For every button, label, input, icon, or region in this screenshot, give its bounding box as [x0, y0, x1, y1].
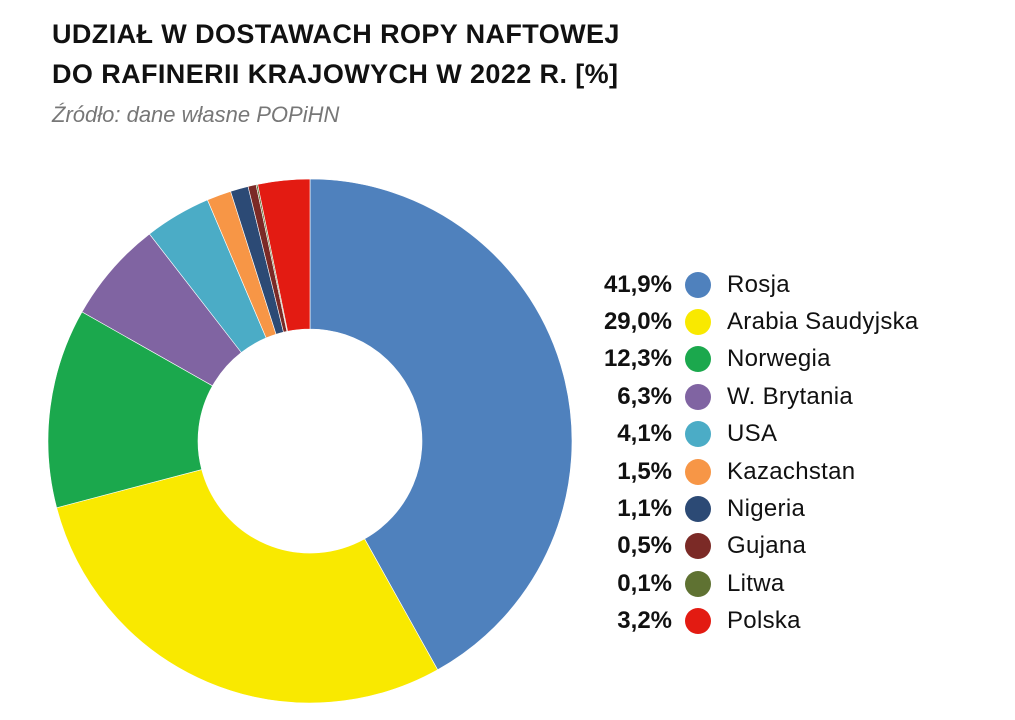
- legend-item: 0,5% Gujana: [560, 528, 919, 565]
- legend-item: 12,3% Norwegia: [560, 341, 919, 378]
- legend-swatch: [685, 271, 711, 298]
- legend-swatch: [685, 533, 711, 560]
- donut-slice-polska: [257, 178, 311, 332]
- legend-swatch: [685, 496, 711, 523]
- legend-label: Kazachstan: [727, 457, 856, 485]
- legend-label: Arabia Saudyjska: [727, 308, 919, 336]
- legend-item: 1,5% Kazachstan: [560, 453, 919, 490]
- legend-item: 1,1% Nigeria: [560, 490, 919, 527]
- legend-label: USA: [727, 420, 778, 448]
- legend-value: 29,0%: [603, 308, 672, 336]
- legend-label: Rosja: [727, 270, 790, 298]
- legend-value: 1,1%: [617, 495, 672, 523]
- legend-swatch: [685, 570, 711, 597]
- legend-swatch: [685, 608, 711, 635]
- legend-value: 12,3%: [603, 345, 672, 373]
- legend-value: 0,1%: [617, 569, 672, 597]
- legend-swatch: [685, 309, 711, 336]
- chart-title-line-1: UDZIAŁ W DOSTAWACH ROPY NAFTOWEJ: [52, 19, 620, 49]
- legend-label: Polska: [727, 607, 801, 635]
- legend-item: 3,2% Polska: [560, 603, 919, 640]
- legend-item: 4,1% USA: [560, 416, 919, 453]
- donut-slice-norwegia: [47, 311, 213, 509]
- legend-value: 41,9%: [603, 270, 672, 298]
- legend-value: 3,2%: [617, 607, 672, 635]
- legend-item: 0,1% Litwa: [560, 565, 919, 602]
- legend-label: Nigeria: [727, 495, 806, 523]
- legend-value: 1,5%: [617, 457, 672, 485]
- legend-item: 29,0% Arabia Saudyjska: [560, 303, 919, 340]
- legend-item: 6,3% W. Brytania: [560, 378, 919, 415]
- legend-value: 4,1%: [617, 420, 672, 448]
- donut-slice-rosja: [309, 178, 573, 671]
- chart-legend: 41,9% Rosja 29,0% Arabia Saudyjska 12,3% Norw…: [560, 266, 919, 640]
- chart-source: Źródło: dane własne POPiHN: [52, 102, 340, 127]
- legend-swatch: [685, 383, 711, 410]
- donut-slice-arabia-saudyjska: [56, 469, 439, 704]
- legend-label: Norwegia: [727, 345, 831, 373]
- legend-swatch: [685, 458, 711, 485]
- chart-title-line-2: DO RAFINERII KRAJOWYCH W 2022 R. [%]: [52, 59, 619, 89]
- legend-label: Gujana: [727, 532, 807, 560]
- legend-swatch: [685, 421, 711, 448]
- legend-swatch: [685, 346, 711, 373]
- legend-value: 0,5%: [617, 532, 672, 560]
- legend-value: 6,3%: [617, 382, 672, 410]
- legend-item: 41,9% Rosja: [560, 266, 919, 303]
- legend-label: W. Brytania: [727, 382, 854, 410]
- chart-title: UDZIAŁ W DOSTAWACH ROPY NAFTOWEJ DO RAFI…: [52, 14, 620, 94]
- legend-label: Litwa: [727, 569, 785, 597]
